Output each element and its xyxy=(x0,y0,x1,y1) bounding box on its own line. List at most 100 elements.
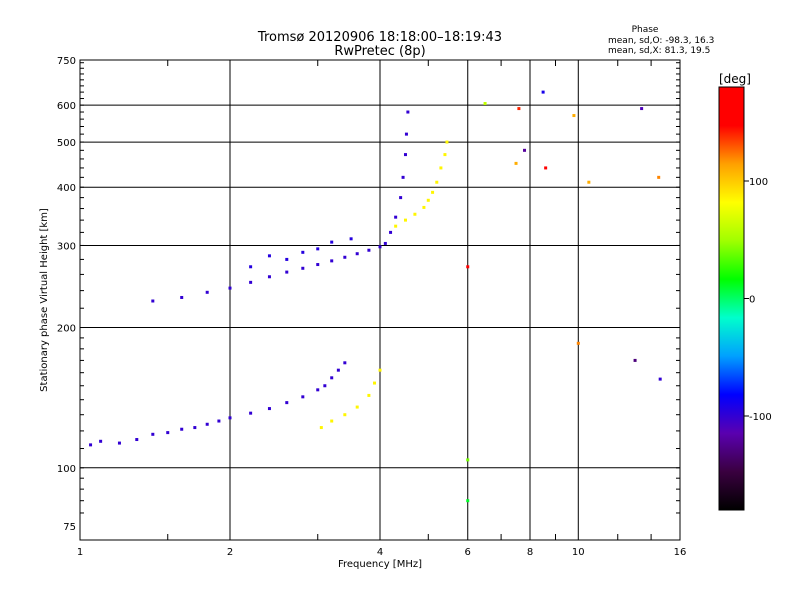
data-point xyxy=(435,180,439,184)
data-point xyxy=(330,240,334,244)
data-point xyxy=(267,275,271,279)
data-point xyxy=(343,413,347,417)
x-tick-label: 2 xyxy=(227,547,233,558)
data-point xyxy=(431,190,435,194)
colorbar xyxy=(718,86,745,511)
chart-title: Tromsø 20120906 18:18:00–18:19:43 xyxy=(257,30,502,45)
colorbar-tick-label: 0 xyxy=(749,295,755,306)
data-point xyxy=(301,250,305,254)
y-tick-label: 750 xyxy=(57,56,76,67)
data-point xyxy=(228,416,232,420)
x-axis-label: Frequency [MHz] xyxy=(338,559,422,570)
y-tick-label: 500 xyxy=(57,138,76,149)
data-point xyxy=(316,263,320,267)
y-tick-label: 600 xyxy=(57,101,76,112)
data-point xyxy=(285,270,289,274)
data-point xyxy=(180,427,184,431)
data-point xyxy=(394,224,398,228)
data-point xyxy=(343,255,347,259)
data-point xyxy=(406,110,410,114)
data-point xyxy=(445,140,449,144)
data-point xyxy=(330,419,334,423)
outlier-point xyxy=(658,377,662,381)
outlier-point xyxy=(640,107,644,111)
data-point xyxy=(426,198,430,202)
data-point xyxy=(404,132,408,136)
data-point xyxy=(403,218,407,222)
outlier-point xyxy=(466,265,470,269)
data-point xyxy=(267,407,271,411)
outlier-point xyxy=(657,175,661,179)
x-tick-label: 8 xyxy=(527,547,533,558)
data-point xyxy=(355,405,359,409)
data-point xyxy=(319,426,323,430)
x-axis-ticks: 1 2 4 6 8 10 16 xyxy=(77,60,687,558)
stats-line-x: mean, sd,X: 81.3, 19.5 xyxy=(608,46,710,56)
data-point xyxy=(285,257,289,261)
data-point xyxy=(367,248,371,252)
outlier-point xyxy=(541,90,545,94)
colorbar-tick-label: -100 xyxy=(749,412,772,423)
data-point xyxy=(217,419,221,423)
data-point xyxy=(228,286,232,290)
data-point xyxy=(355,252,359,256)
data-point xyxy=(99,439,103,443)
outlier-point xyxy=(572,114,576,118)
data-point xyxy=(166,431,170,435)
stats-header: Phase xyxy=(632,25,659,35)
data-point xyxy=(383,241,387,245)
data-point xyxy=(367,393,371,397)
x-tick-label: 16 xyxy=(674,547,687,558)
outlier-point xyxy=(466,499,470,503)
outlier-point xyxy=(523,148,527,152)
data-point xyxy=(323,384,327,388)
data-point xyxy=(401,175,405,179)
data-point xyxy=(151,432,155,436)
data-point xyxy=(193,426,197,430)
data-point xyxy=(373,381,377,385)
data-point xyxy=(422,205,426,209)
y-tick-label: 100 xyxy=(57,464,76,475)
data-point xyxy=(394,215,398,219)
colorbar-ticks: 100 0 -100 xyxy=(744,177,772,423)
data-point xyxy=(389,230,393,234)
data-point xyxy=(180,295,184,299)
grid-lines xyxy=(80,60,680,540)
data-point xyxy=(249,411,253,415)
data-point xyxy=(343,361,347,365)
data-point xyxy=(117,441,121,445)
data-points xyxy=(89,90,662,503)
colorbar-label: [deg] xyxy=(719,72,751,86)
y-tick-label: 200 xyxy=(57,324,76,335)
data-point xyxy=(336,368,340,372)
chart-subtitle: RwPretec (8p) xyxy=(334,44,425,59)
data-point xyxy=(330,259,334,263)
data-point xyxy=(301,395,305,399)
data-point xyxy=(205,422,209,426)
data-point xyxy=(378,368,382,372)
stats-line-o: mean, sd,O: -98.3, 16.3 xyxy=(608,36,714,46)
y-tick-label: 400 xyxy=(57,183,76,194)
y-axis-label: Stationary phase Virtual Height [km] xyxy=(39,208,50,392)
data-point xyxy=(378,245,382,249)
x-tick-label: 1 xyxy=(77,547,83,558)
outlier-point xyxy=(587,180,591,184)
outlier-point xyxy=(483,101,487,105)
data-point xyxy=(439,166,443,170)
data-point xyxy=(330,376,334,380)
data-point xyxy=(249,280,253,284)
outlier-point xyxy=(466,458,470,462)
data-point xyxy=(89,443,93,447)
x-tick-label: 10 xyxy=(572,547,585,558)
data-point xyxy=(316,388,320,392)
data-point xyxy=(301,266,305,270)
colorbar-tick-label: 100 xyxy=(749,177,768,188)
y-axis-ticks: 75 100 200 300 400 500 600 750 xyxy=(57,56,680,533)
outlier-point xyxy=(517,107,521,111)
data-point xyxy=(403,153,407,157)
x-tick-label: 6 xyxy=(465,547,471,558)
y-tick-label: 300 xyxy=(57,241,76,252)
outlier-point xyxy=(544,166,548,170)
data-point xyxy=(151,299,155,303)
